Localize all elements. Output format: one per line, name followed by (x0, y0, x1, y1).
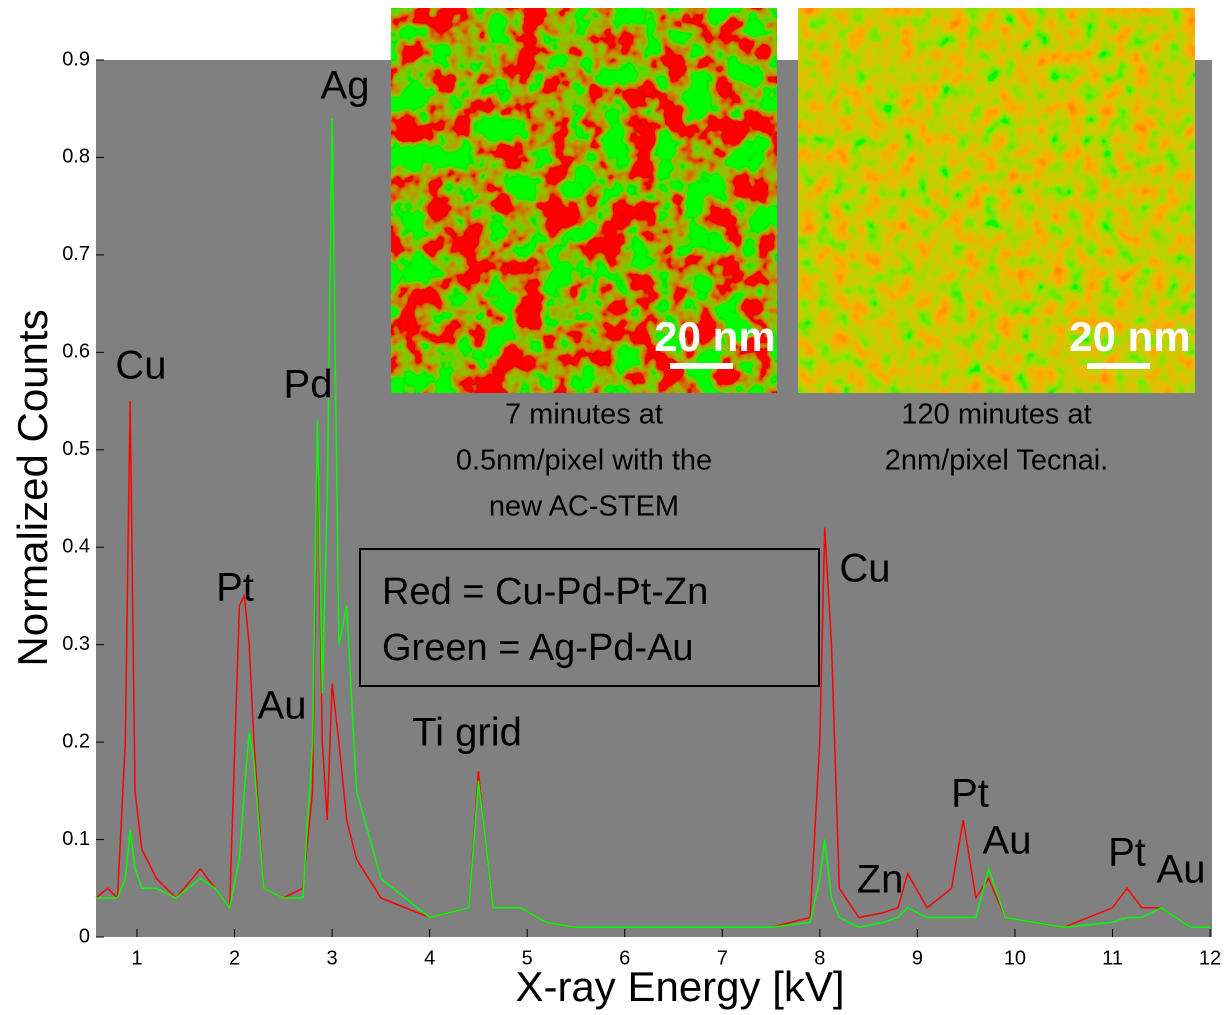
peak-label: Pt (1108, 831, 1146, 875)
peak-label: Cu (839, 547, 890, 591)
peak-label: Au (1157, 848, 1206, 892)
x-tick-label: 4 (424, 947, 435, 969)
x-tick-label: 3 (327, 947, 338, 969)
scale-bar-label: 20 nm (1069, 313, 1190, 360)
inset-caption: 7 minutes at (505, 399, 663, 431)
y-tick-label: 0.8 (62, 146, 90, 168)
x-axis-label: X-ray Energy [kV] (515, 963, 844, 1010)
scale-bar-label: 20 nm (654, 313, 775, 360)
x-tick-label: 12 (1199, 947, 1221, 969)
inset-image (798, 8, 1195, 393)
y-tick-label: 0.4 (62, 536, 90, 558)
peak-label: Pd (284, 363, 333, 407)
series-line (96, 118, 1210, 929)
peak-label: Ag (321, 64, 370, 108)
inset-caption: 120 minutes at (901, 399, 1091, 431)
legend-entry: Green = Ag-Pd-Au (382, 627, 694, 669)
x-tick-label: 10 (1004, 947, 1026, 969)
x-tick-label: 6 (619, 947, 630, 969)
x-tick-label: 5 (522, 947, 533, 969)
x-tick-label: 1 (131, 947, 142, 969)
y-tick-label: 0.3 (62, 633, 90, 655)
peak-label: Pt (216, 566, 254, 610)
legend-entry: Red = Cu-Pd-Pt-Zn (382, 571, 708, 613)
x-tick-label: 2 (229, 947, 240, 969)
peak-label: Au (983, 819, 1032, 863)
peak-label: Pt (951, 772, 989, 816)
y-axis-label: Normalized Counts (9, 309, 56, 666)
x-tick-label: 8 (814, 947, 825, 969)
x-tick-label: 7 (717, 947, 728, 969)
x-tick-label: 11 (1102, 947, 1123, 969)
peak-label: Cu (115, 344, 166, 388)
inset-image (391, 8, 777, 393)
peak-label: Au (258, 684, 307, 728)
y-tick-label: 0 (79, 925, 90, 947)
inset-caption: new AC-STEM (489, 491, 679, 523)
y-tick-label: 0.2 (62, 730, 90, 752)
y-tick-label: 0.5 (62, 438, 90, 460)
legend-box (359, 548, 820, 687)
x-tick-label: 9 (912, 947, 923, 969)
y-tick-label: 0.9 (62, 48, 90, 70)
inset-caption: 2nm/pixel Tecnai. (885, 445, 1109, 477)
y-tick-label: 0.7 (62, 243, 90, 265)
y-tick-label: 0.6 (62, 341, 90, 363)
inset-caption: 0.5nm/pixel with the (456, 445, 712, 477)
peak-label: Zn (857, 858, 904, 902)
y-tick-label: 0.1 (62, 828, 90, 850)
peak-label: Ti grid (412, 711, 522, 755)
